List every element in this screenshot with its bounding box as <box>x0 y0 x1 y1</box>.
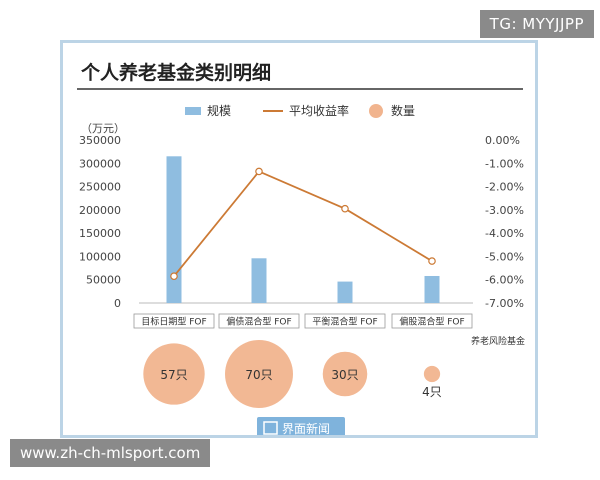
left-tick-label: 300000 <box>79 157 121 170</box>
line-point <box>170 272 178 281</box>
bar-series <box>166 156 440 303</box>
right-axis: 0.00% -1.00% -2.00% -3.00% -4.00% -5.00% -6.00… <box>485 134 524 310</box>
bar <box>424 275 440 303</box>
category-labels: 目标日期型 FOF 偏债混合型 FOF 平衡混合型 FOF 偏股混合型 FOF <box>133 313 473 329</box>
bubble-label: 70只 <box>245 368 272 382</box>
left-axis: 0 50000 100000 150000 200000 250000 300000 3500… <box>79 134 121 310</box>
watermark-bottom-left: www.zh-ch-mlsport.com <box>10 439 211 467</box>
bubble-series: 57只 70只 30只 4只 <box>143 340 442 408</box>
line-path <box>173 170 433 277</box>
right-tick-label: -5.00% <box>485 250 524 263</box>
category-label: 平衡混合型 FOF <box>312 316 377 328</box>
chart-card: 个人养老基金类别明细 规模 平均收益率 数量 （万元） 0 50000 100000 15… <box>60 40 538 438</box>
right-tick-label: -3.00% <box>485 204 524 217</box>
bar <box>337 281 353 303</box>
line-point <box>341 204 349 213</box>
left-tick-label: 100000 <box>79 250 121 263</box>
bubble-label: 4只 <box>422 385 442 399</box>
legend-swatch-bar <box>185 107 201 115</box>
left-tick-label: 50000 <box>86 274 121 287</box>
line-point <box>428 257 436 265</box>
left-axis-unit-label: （万元） <box>81 122 125 135</box>
legend-swatch-bubble <box>369 104 383 118</box>
right-tick-label: -2.00% <box>485 181 524 194</box>
category-box <box>391 313 473 329</box>
category-label: 偏债混合型 FOF <box>226 316 291 328</box>
brand-icon <box>263 421 278 435</box>
category-label: 目标日期型 FOF <box>141 316 206 328</box>
bar <box>251 258 267 303</box>
brand-logo: 界面新闻 <box>257 417 345 435</box>
bubble <box>225 340 293 408</box>
legend-label: 数量 <box>391 103 415 118</box>
bubble-label: 57只 <box>160 368 187 382</box>
legend-label: 规模 <box>207 103 231 118</box>
bubble <box>423 365 441 383</box>
category-box <box>218 313 300 329</box>
bar <box>166 156 182 303</box>
left-tick-label: 250000 <box>79 181 121 194</box>
right-tick-label: 0.00% <box>485 134 520 147</box>
line-series <box>170 167 436 281</box>
left-tick-label: 350000 <box>79 134 121 147</box>
bubble-label: 30只 <box>331 368 358 382</box>
chart-legend: 规模 平均收益率 数量 <box>185 103 415 118</box>
category-label: 偏股混合型 FOF <box>399 316 464 328</box>
annotation-label: 养老风险基金 <box>471 335 525 347</box>
legend-label: 平均收益率 <box>289 103 349 118</box>
left-tick-label: 0 <box>114 297 121 310</box>
bubble <box>322 351 368 397</box>
right-tick-label: -7.00% <box>485 297 524 310</box>
watermark-top-right: TG: MYYJJPP <box>479 10 594 38</box>
brand-name: 界面新闻 <box>282 421 330 435</box>
line-point <box>255 167 263 176</box>
category-box <box>304 313 386 329</box>
left-tick-label: 150000 <box>79 227 121 240</box>
category-box <box>133 313 215 329</box>
bubble <box>143 343 205 405</box>
right-tick-label: -6.00% <box>485 274 524 287</box>
right-tick-label: -1.00% <box>485 157 524 170</box>
chart-title: 个人养老基金类别明细 <box>80 61 271 84</box>
chart-svg: 个人养老基金类别明细 规模 平均收益率 数量 （万元） 0 50000 100000 15… <box>77 61 525 435</box>
right-tick-label: -4.00% <box>485 227 524 240</box>
left-tick-label: 200000 <box>79 204 121 217</box>
